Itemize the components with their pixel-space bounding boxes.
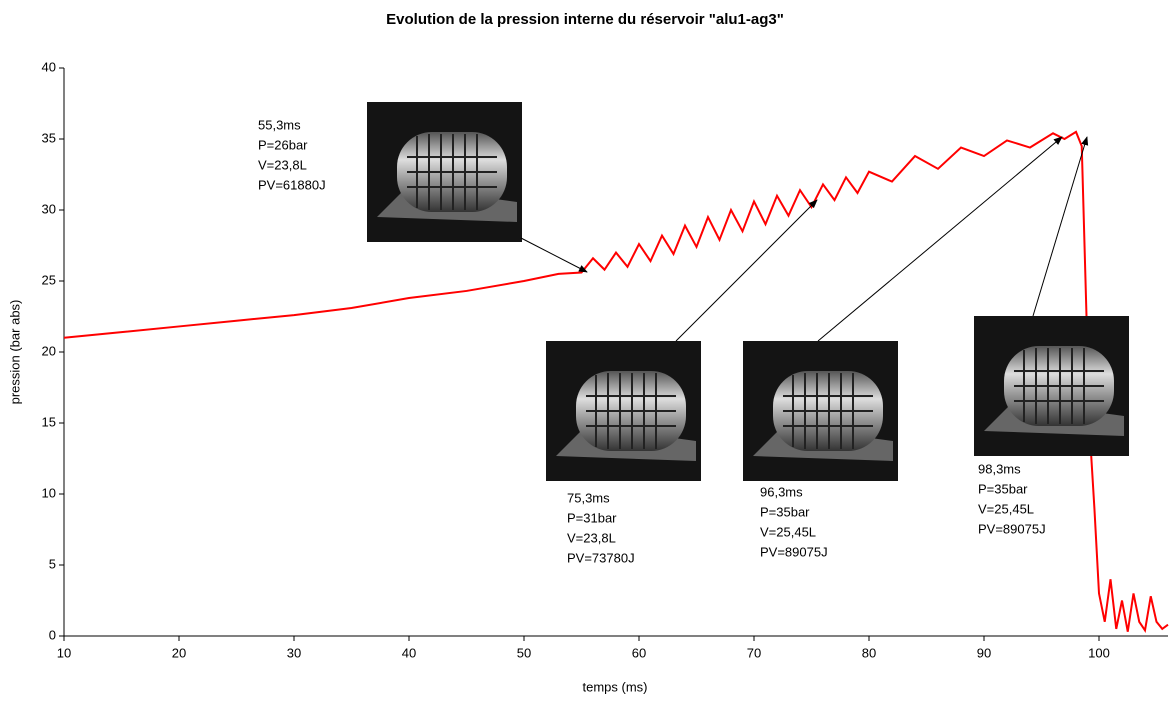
x-tick-label: 30 — [287, 645, 301, 660]
y-axis-label: pression (bar abs) — [7, 300, 22, 405]
annotation-text: P=35bar — [978, 481, 1028, 496]
y-tick-label: 20 — [42, 343, 56, 358]
arrow — [1032, 136, 1089, 317]
x-tick-label: 60 — [632, 645, 646, 660]
x-tick-label: 100 — [1088, 645, 1110, 660]
y-tick-label: 15 — [42, 414, 56, 429]
annotation-text: P=35bar — [760, 504, 810, 519]
photo — [366, 101, 523, 243]
annotation-text: 98,3ms — [978, 461, 1021, 476]
arrow — [520, 237, 588, 273]
x-axis-label: temps (ms) — [583, 679, 648, 694]
x-tick-label: 40 — [402, 645, 416, 660]
arrow — [817, 136, 1063, 342]
y-tick-label: 5 — [49, 556, 56, 571]
annotation-text: PV=61880J — [258, 177, 326, 192]
y-tick-label: 0 — [49, 627, 56, 642]
photo — [973, 315, 1130, 457]
x-tick-label: 70 — [747, 645, 761, 660]
y-tick-label: 30 — [42, 201, 56, 216]
photo — [545, 340, 702, 482]
x-tick-label: 20 — [172, 645, 186, 660]
y-tick-label: 10 — [42, 485, 56, 500]
y-tick-label: 35 — [42, 130, 56, 145]
annotation-text: V=23,8L — [258, 157, 307, 172]
annotation-text: 96,3ms — [760, 484, 803, 499]
annotation-text: PV=89075J — [978, 521, 1046, 536]
annotation-text: P=26bar — [258, 137, 308, 152]
chart-title: Evolution de la pression interne du rése… — [386, 11, 784, 28]
plot-area: 0 5 10 15 20 25 30 35 40 10 20 30 40 50 60 70 80 90 100 — [42, 59, 1169, 660]
annotation-text: P=31bar — [567, 510, 617, 525]
x-tick-label: 90 — [977, 645, 991, 660]
y-tick-label: 40 — [42, 59, 56, 74]
annotation-text: V=23,8L — [567, 530, 616, 545]
x-tick-label: 80 — [862, 645, 876, 660]
photo — [742, 340, 899, 482]
arrows — [520, 136, 1089, 342]
x-tick-label: 10 — [57, 645, 71, 660]
annotation-text: V=25,45L — [760, 524, 816, 539]
y-tick-label: 25 — [42, 272, 56, 287]
annotation-text: V=25,45L — [978, 501, 1034, 516]
annotation-text: 75,3ms — [567, 490, 610, 505]
arrow — [675, 199, 818, 342]
annotation-text: PV=73780J — [567, 550, 635, 565]
annotation-text: 55,3ms — [258, 117, 301, 132]
x-tick-label: 50 — [517, 645, 531, 660]
annotation-text: PV=89075J — [760, 544, 828, 559]
